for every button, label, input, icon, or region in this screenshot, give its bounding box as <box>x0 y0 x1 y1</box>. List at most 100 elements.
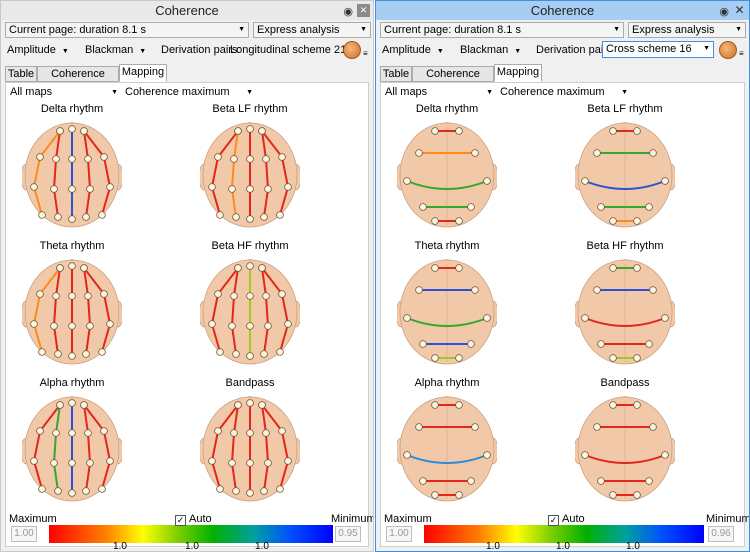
coherence-color-bar <box>49 525 333 543</box>
express-analysis-select[interactable]: Express analysis ▼ <box>628 22 746 38</box>
scale-tick: 1.0 <box>185 541 199 552</box>
electrode-marker <box>228 185 236 193</box>
electrode-marker <box>258 401 266 409</box>
coherence-panel-right: Coherence ◉ ✕ Current page: duration 8.1… <box>375 0 750 552</box>
measure-select[interactable]: Coherence maximum ▼ <box>500 85 628 100</box>
electrode-marker <box>208 320 216 328</box>
checkbox-check-icon: ✓ <box>175 515 186 526</box>
overflow-icon[interactable]: ≡ <box>739 49 744 58</box>
chevron-down-icon: ▼ <box>111 89 118 96</box>
maximum-field[interactable]: 1.00 <box>386 526 412 542</box>
panel-titlebar[interactable]: Coherence ◉ ✕ <box>1 1 373 20</box>
maximum-label: Maximum <box>384 513 432 525</box>
chevron-down-icon: ▼ <box>703 45 710 52</box>
coherence-link <box>210 404 239 490</box>
head-map <box>397 122 497 228</box>
minimum-field[interactable]: 0.96 <box>708 526 734 542</box>
window-select[interactable]: Blackman ▼ <box>85 44 146 56</box>
electrode-marker <box>455 401 463 409</box>
current-page-select[interactable]: Current page: duration 8.1 s ▼ <box>5 22 249 38</box>
eye-icon[interactable]: ◉ <box>343 6 353 18</box>
overflow-icon[interactable]: ≡ <box>363 49 368 58</box>
electrode-marker <box>649 423 657 431</box>
tab-mapping[interactable]: Mapping <box>119 64 167 82</box>
auto-checkbox[interactable]: ✓ Auto <box>548 513 585 526</box>
coherence-link <box>406 180 488 190</box>
electrode-marker <box>645 340 653 348</box>
current-page-select[interactable]: Current page: duration 8.1 s ▼ <box>380 22 624 38</box>
amplitude-value: Amplitude <box>7 44 56 56</box>
head-map <box>22 259 122 365</box>
measure-value: Coherence maximum <box>500 86 605 98</box>
electrode-marker <box>633 401 641 409</box>
electrode-marker <box>284 183 292 191</box>
electrode-marker <box>431 401 439 409</box>
panel-titlebar[interactable]: Coherence ◉ ✕ <box>376 1 749 20</box>
window-value: Blackman <box>85 44 134 56</box>
current-page-value: Current page: duration 8.1 s <box>384 24 521 36</box>
electrode-marker <box>246 155 254 163</box>
coherence-link <box>261 267 270 355</box>
tab-table[interactable]: Table <box>5 66 37 82</box>
electrode-marker <box>467 203 475 211</box>
amplitude-select[interactable]: Amplitude ▼ <box>382 44 444 56</box>
close-icon[interactable]: ✕ <box>734 3 745 17</box>
auto-checkbox[interactable]: ✓ Auto <box>175 513 212 526</box>
electrode-marker <box>56 127 64 135</box>
tab-mapping[interactable]: Mapping <box>494 64 542 82</box>
coherence-color-bar <box>424 525 704 543</box>
electrode-marker <box>264 185 272 193</box>
maps-filter-value: All maps <box>10 86 53 98</box>
electrode-marker <box>262 429 270 437</box>
derivation-pairs-value: Longitudinal scheme 21 <box>230 44 347 56</box>
scale-tick: 1.0 <box>626 541 640 552</box>
electrode-marker <box>106 320 114 328</box>
measure-select[interactable]: Coherence maximum ▼ <box>125 85 253 100</box>
electrode-marker <box>455 354 463 362</box>
electrode-marker <box>633 127 641 135</box>
tab-coherence-graphs[interactable]: Coherence graphs <box>412 66 494 94</box>
coherence-link <box>584 454 666 464</box>
head-map <box>22 122 122 228</box>
electrode-marker <box>30 457 38 465</box>
head-map <box>575 396 675 502</box>
window-select[interactable]: Blackman ▼ <box>460 44 521 56</box>
express-analysis-select[interactable]: Express analysis ▼ <box>253 22 371 38</box>
electrode-marker <box>80 401 88 409</box>
maximum-field[interactable]: 1.00 <box>11 526 37 542</box>
maps-filter-select[interactable]: All maps ▼ <box>385 85 493 100</box>
coherence-link <box>32 130 61 216</box>
maps-filter-select[interactable]: All maps ▼ <box>10 85 118 100</box>
map-title: Beta HF rhythm <box>586 240 664 252</box>
coherence-link <box>584 317 666 327</box>
tab-coherence-graphs[interactable]: Coherence graphs <box>37 66 119 94</box>
derivation-pairs-select[interactable]: Cross scheme 16 ▼ <box>602 41 714 58</box>
brain-icon[interactable] <box>343 41 361 59</box>
head-map <box>200 122 300 228</box>
electrode-marker <box>431 264 439 272</box>
eye-icon[interactable]: ◉ <box>719 6 729 18</box>
map-title: Theta rhythm <box>414 240 480 252</box>
page-toolbar: Current page: duration 8.1 s ▼ Express a… <box>5 22 371 38</box>
electrode-marker <box>419 203 427 211</box>
electrode-marker <box>483 451 491 459</box>
map-title: Beta LF rhythm <box>587 103 663 115</box>
electrode-marker <box>100 290 108 298</box>
minimum-field[interactable]: 0.95 <box>335 526 361 542</box>
chevron-down-icon: ▼ <box>621 89 628 96</box>
close-icon[interactable]: ✕ <box>357 4 370 17</box>
electrode-marker <box>471 423 479 431</box>
map-title: Theta rhythm <box>39 240 105 252</box>
electrode-marker <box>419 340 427 348</box>
electrode-marker <box>52 155 60 163</box>
derivation-pairs-select[interactable]: Longitudinal scheme 21▼ <box>230 44 357 56</box>
chevron-down-icon: ▼ <box>436 48 444 55</box>
electrode-marker <box>415 149 423 157</box>
electrode-marker <box>581 451 589 459</box>
brain-icon[interactable] <box>719 41 737 59</box>
electrode-marker <box>262 292 270 300</box>
tab-table[interactable]: Table <box>380 66 412 82</box>
amplitude-select[interactable]: Amplitude ▼ <box>7 44 69 56</box>
current-page-value: Current page: duration 8.1 s <box>9 24 146 36</box>
coherence-link <box>210 267 239 353</box>
